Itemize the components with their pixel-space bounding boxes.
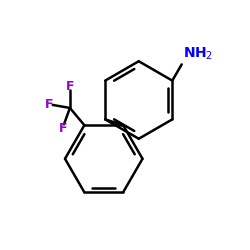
Text: F: F — [66, 80, 74, 93]
Text: F: F — [58, 122, 67, 135]
Text: F: F — [45, 98, 53, 112]
Text: NH$_2$: NH$_2$ — [183, 46, 213, 62]
